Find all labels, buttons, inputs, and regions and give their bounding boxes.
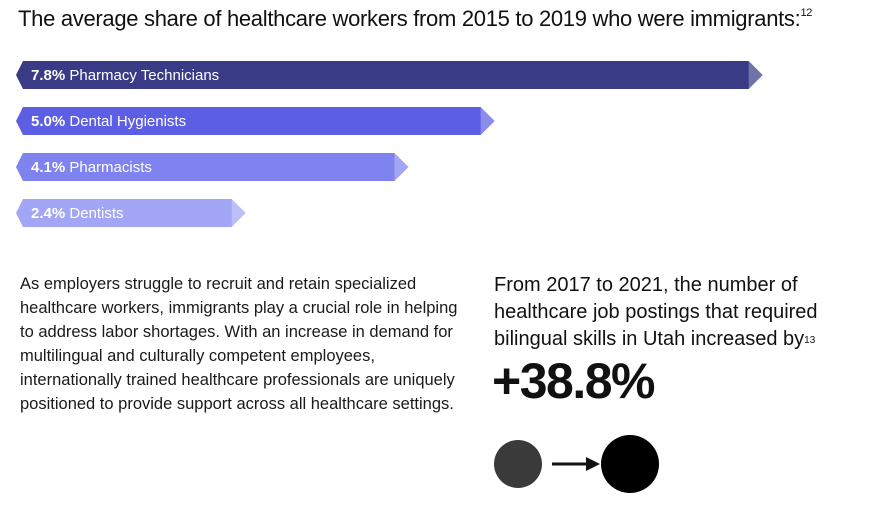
bar-tip-3 — [224, 199, 246, 227]
chart-title-text: The average share of healthcare workers … — [18, 6, 801, 31]
title-footnote: 12 — [800, 7, 813, 19]
bar-2 — [16, 153, 395, 181]
bar-category-label-0: Pharmacy Technicians — [65, 67, 219, 84]
bar-value-label-0: 7.8% — [31, 67, 65, 84]
bar-tip-2 — [387, 153, 409, 181]
bar-tip-0 — [741, 61, 763, 89]
growth-graphic — [494, 435, 659, 493]
bar-label-2: 4.1% Pharmacists — [31, 159, 152, 176]
bar-label-1: 5.0% Dental Hygienists — [31, 113, 186, 130]
bar-value-label-1: 5.0% — [31, 113, 65, 130]
stat-footnote: 13 — [804, 335, 816, 346]
bar-category-label-3: Dentists — [65, 205, 123, 222]
chart-title: The average share of healthcare workers … — [18, 6, 812, 32]
bar-0 — [16, 61, 749, 89]
bar-value-label-2: 4.1% — [31, 159, 65, 176]
large-circle-icon — [601, 435, 659, 493]
body-paragraph: As employers struggle to recruit and ret… — [20, 275, 458, 413]
bar-tip-1 — [473, 107, 495, 135]
stat-value: +38.8% — [492, 353, 655, 409]
stat-caption-text: From 2017 to 2021, the number of healthc… — [494, 274, 818, 350]
bar-category-label-2: Pharmacists — [65, 159, 152, 176]
bar-category-label-1: Dental Hygienists — [65, 113, 186, 130]
bar-chart: 7.8% Pharmacy Technicians 5.0% Dental Hyg… — [16, 61, 763, 227]
bar-label-0: 7.8% Pharmacy Technicians — [31, 67, 219, 84]
bar-3 — [16, 199, 232, 227]
stat-caption: From 2017 to 2021, the number of healthc… — [494, 272, 866, 353]
small-circle-icon — [494, 440, 542, 488]
bar-1 — [16, 107, 481, 135]
arrow-right-icon — [586, 457, 600, 471]
bar-label-3: 2.4% Dentists — [31, 205, 124, 222]
bar-value-label-3: 2.4% — [31, 205, 65, 222]
